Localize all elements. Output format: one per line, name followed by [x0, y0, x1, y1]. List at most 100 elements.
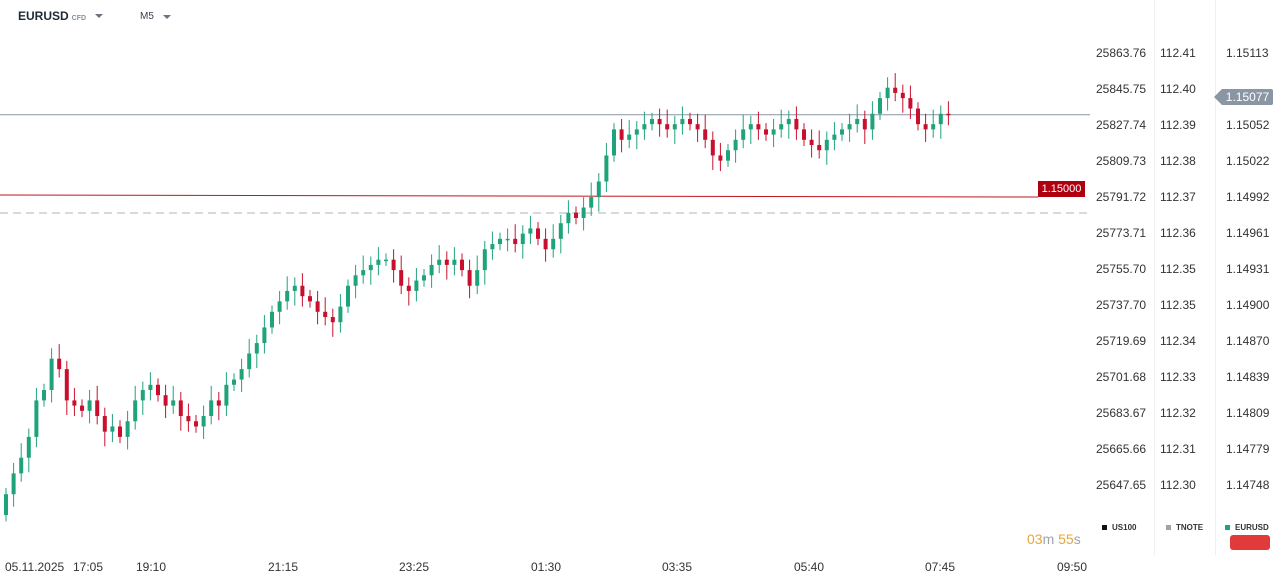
candle-bear	[536, 228, 540, 239]
legend-label: EURUSD	[1235, 523, 1269, 532]
eurusd-price-axis[interactable]: 1.15113 1.15052 1.15022 1.14992 1.14961 1.149…	[1216, 0, 1286, 555]
candle-bull	[931, 124, 936, 130]
candle-bull	[847, 124, 852, 130]
candle-bear	[809, 139, 814, 146]
axis-tick-label: 25845.75	[1096, 82, 1147, 96]
candle-bull	[125, 421, 130, 437]
candle-bull	[4, 494, 8, 516]
candle-bull	[938, 113, 943, 125]
candle-bull	[338, 306, 343, 323]
candle-bull	[566, 212, 571, 224]
candle-bull	[642, 124, 647, 130]
candle-bear	[391, 259, 396, 271]
candle-bear	[862, 118, 867, 130]
axis-tick-label: 112.32	[1160, 406, 1196, 420]
time-label: 07:45	[925, 560, 956, 574]
axis-tick-label: 25791.72	[1096, 190, 1147, 204]
candle-bear	[619, 129, 624, 140]
candle-bull	[368, 264, 373, 271]
axis-tick-label: 25665.66	[1096, 442, 1147, 456]
candle-bull	[429, 264, 434, 276]
candle-bear	[216, 400, 221, 406]
candle-bull	[855, 118, 860, 125]
candle-bull	[87, 400, 92, 411]
legend-swatch	[1166, 525, 1171, 530]
chevron-down-icon	[95, 14, 104, 18]
candle-bear	[802, 129, 806, 140]
alert-level-line	[0, 194, 1039, 198]
candle-bear	[695, 124, 700, 130]
axis-tick-label: 112.31	[1160, 442, 1196, 456]
candle-bear	[756, 124, 761, 130]
candle-bear	[574, 212, 578, 218]
candle-bear	[444, 259, 449, 265]
candle-bear	[764, 129, 768, 135]
candle-bear	[543, 238, 548, 250]
candle-bull	[475, 270, 480, 286]
candle-bull	[19, 457, 24, 474]
candle-bear	[817, 145, 822, 151]
candle-bull	[270, 311, 274, 328]
timeframe-selector[interactable]: M5	[140, 11, 171, 22]
candle-bull	[589, 197, 594, 208]
time-axis: 05.11.2025 17:05 19:10 21:15 23:25 01:30…	[0, 555, 1090, 583]
legend-us100[interactable]: US100	[1102, 523, 1136, 532]
us100-price-axis[interactable]: 25863.76 25845.75 25827.74 25809.73 25791.72…	[1090, 0, 1154, 555]
candle-bull	[604, 155, 609, 182]
axis-tick-label: 1.15113	[1226, 46, 1269, 60]
candle-bull	[840, 129, 844, 135]
candle-bull	[528, 228, 533, 234]
axis-tick-label: 1.14870	[1226, 334, 1270, 348]
candle-bull	[232, 379, 236, 385]
candle-bull	[361, 270, 366, 276]
candle-bear	[156, 384, 160, 396]
candle-bull	[437, 259, 442, 265]
candle-bear	[460, 259, 464, 271]
axis-tick-label: 25701.68	[1096, 370, 1147, 384]
axis-tick-label: 25647.65	[1096, 478, 1147, 492]
candle-bear	[399, 270, 404, 286]
candle-bull	[26, 436, 31, 458]
symbol-selector[interactable]: EURUSD CFD	[18, 9, 104, 23]
axis-tick-label: 112.38	[1160, 154, 1196, 168]
axis-divider	[1215, 0, 1216, 555]
legend-eurusd[interactable]: EURUSD	[1225, 523, 1269, 532]
axis-tick-label: 112.36	[1160, 226, 1196, 240]
alert-level-tag[interactable]: 1.15000	[1038, 181, 1085, 197]
candle-bear	[710, 139, 715, 156]
chart-toolbar: EURUSD CFD M5	[0, 0, 1090, 36]
candle-bull	[292, 285, 297, 291]
candle-bull	[171, 400, 176, 406]
candle-bull	[786, 118, 791, 125]
candle-bear	[467, 270, 472, 286]
symbol-name: EURUSD	[18, 9, 69, 23]
candle-bull	[490, 244, 495, 250]
action-button[interactable]	[1230, 535, 1270, 550]
axis-tick-label: 25809.73	[1096, 154, 1147, 168]
candle-bull	[452, 259, 457, 265]
candle-bull	[878, 98, 882, 114]
axis-tick-label: 1.15052	[1226, 118, 1270, 132]
candle-bull	[201, 416, 206, 427]
candle-bull	[414, 280, 419, 291]
candle-bull	[612, 129, 616, 156]
tnote-price-axis[interactable]: 112.41 112.40 112.39 112.38 112.37 112.36 112.…	[1155, 0, 1215, 555]
candle-bull	[34, 400, 39, 437]
candle-bull	[353, 275, 358, 286]
candle-bull	[870, 113, 875, 130]
candlestick-chart[interactable]	[0, 0, 1090, 555]
candle-bear	[900, 92, 905, 99]
legend-swatch	[1225, 525, 1230, 530]
axis-tick-label: 112.37	[1160, 190, 1196, 204]
axis-tick-label: 25755.70	[1096, 262, 1147, 276]
axis-tick-label: 112.39	[1160, 118, 1196, 132]
axis-tick-label: 1.14961	[1226, 226, 1270, 240]
candle-bear	[57, 358, 62, 370]
candle-bull	[733, 139, 738, 151]
candle-bull	[133, 400, 138, 422]
candle-bear	[688, 118, 692, 125]
candle-bull	[650, 118, 654, 125]
candle-bear	[330, 317, 335, 323]
legend-tnote[interactable]: TNOTE	[1166, 523, 1203, 532]
legend-label: TNOTE	[1176, 523, 1204, 532]
